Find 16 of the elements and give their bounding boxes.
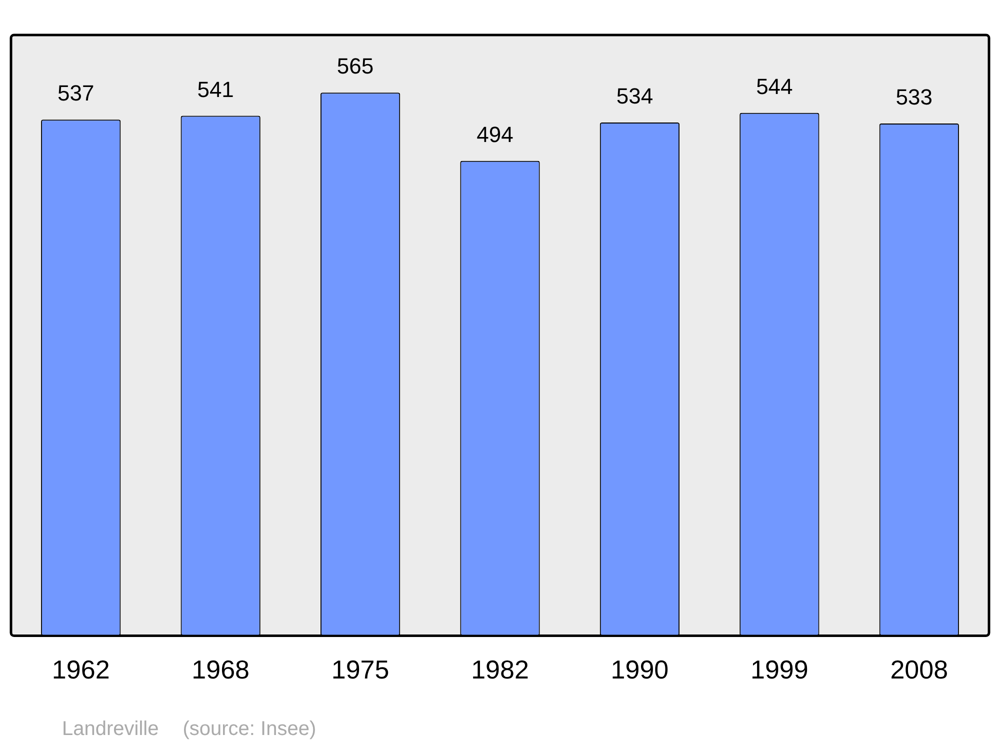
data-label: 534	[616, 84, 654, 109]
x-tick-label: 1975	[331, 654, 390, 685]
x-tick-label: 1990	[610, 654, 669, 685]
data-label: 494	[476, 122, 514, 147]
data-label: 537	[58, 80, 94, 106]
text: Landreville	[62, 718, 159, 741]
x-tick-label: 2008	[890, 654, 948, 685]
data-label: 544	[756, 74, 793, 99]
x-tick-label: 1962	[52, 654, 110, 685]
x-tick-label: 1999	[750, 654, 808, 685]
x-tick-label: 1968	[192, 654, 250, 685]
x-tick-label: 1982	[471, 654, 529, 685]
data-label: 533	[896, 84, 932, 110]
data-label: 565	[336, 54, 374, 79]
data-label: 541	[197, 76, 234, 102]
text: (source: Insee)	[182, 718, 316, 741]
